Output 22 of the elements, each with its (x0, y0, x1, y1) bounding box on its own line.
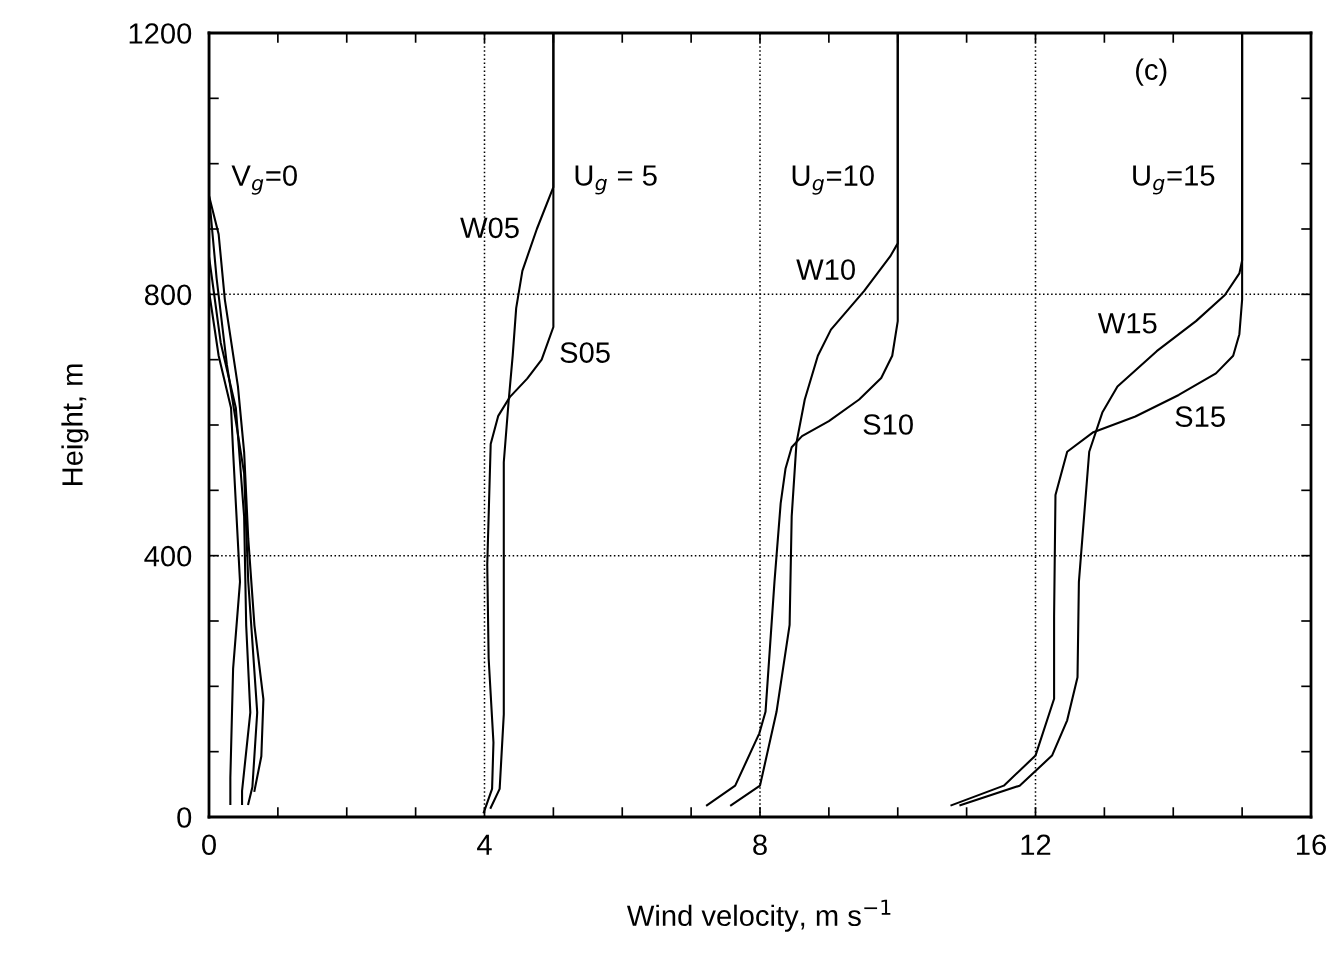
series-label: S10 (863, 414, 913, 435)
y-tick-label: 1200 (129, 23, 192, 44)
y-tick-label: 0 (177, 807, 192, 828)
x-tick-label: 8 (753, 834, 767, 856)
y-tick-label: 400 (144, 545, 192, 567)
series-label: W05 (460, 217, 519, 239)
y-tick-label: 800 (144, 284, 192, 306)
y-axis-title: Height, m (61, 364, 89, 486)
x-axis-title: Wind velocity, m s$^{−1}$ (626, 899, 891, 932)
annotation: V$_{g}$=0 (231, 165, 297, 195)
series-label: S15 (1175, 406, 1225, 427)
series-label: W15 (1097, 313, 1157, 334)
x-tick-label: 12 (1021, 834, 1051, 855)
series-label: W10 (796, 259, 855, 280)
annotation: U$_{g}$ = 5 (575, 165, 657, 195)
x-tick-label: 4 (477, 834, 492, 855)
annotation: U$_{g}$=10 (792, 165, 874, 195)
annotation: U$_{g}$=15 (1133, 165, 1215, 195)
series-label: S05 (560, 342, 610, 363)
annotation: (c) (1136, 58, 1167, 86)
x-tick-label: 16 (1297, 834, 1326, 856)
x-tick-label: 0 (202, 834, 216, 856)
